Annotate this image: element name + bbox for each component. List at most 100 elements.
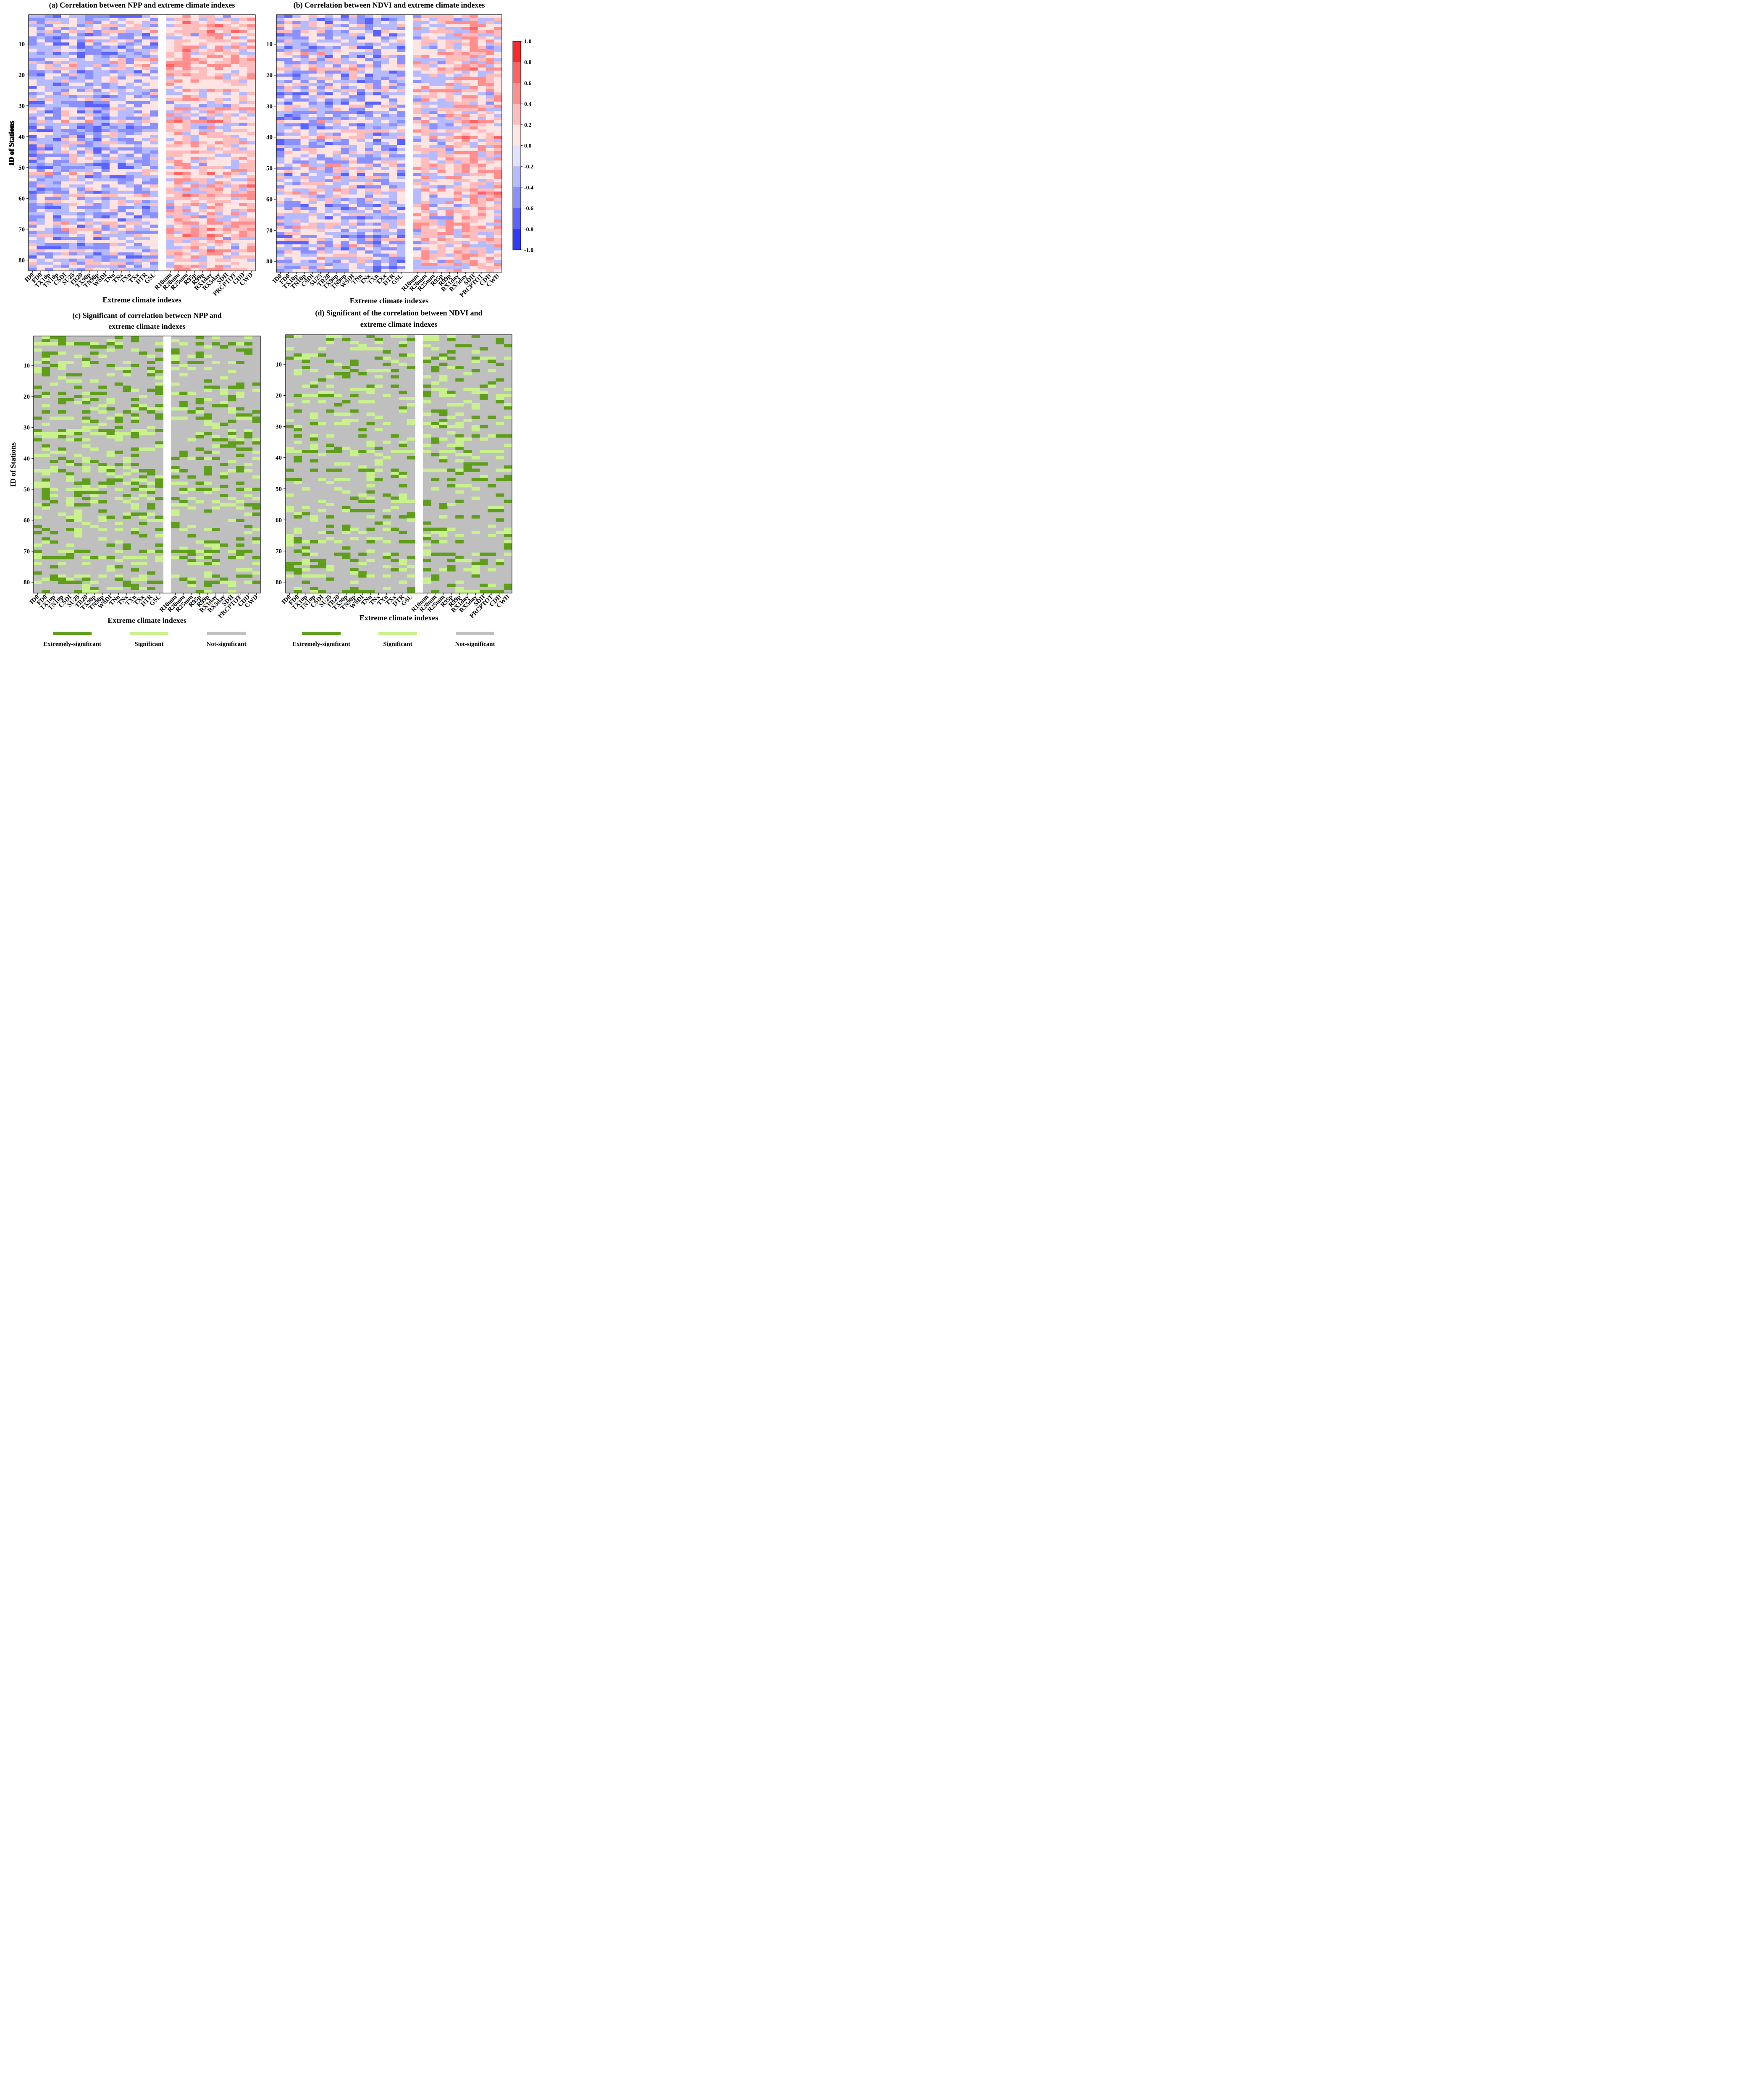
heatmap-cell [126, 110, 134, 114]
heatmap-cell [109, 234, 118, 237]
significant-cell [42, 357, 50, 361]
heatmap-cell [421, 250, 430, 254]
heatmap-cell [77, 163, 86, 166]
heatmap-cell [142, 194, 150, 197]
heatmap-cell [325, 166, 333, 170]
heatmap-cell [389, 257, 398, 260]
heatmap-cell [437, 222, 446, 226]
heatmap-cell [478, 235, 486, 239]
heatmap-cell [142, 110, 150, 114]
heatmap-cell [453, 173, 462, 176]
heatmap-cell [349, 110, 357, 114]
heatmap-cell [462, 204, 470, 207]
heatmap-cell [199, 190, 207, 194]
heatmap-cell [486, 92, 494, 96]
heatmap-cell [199, 92, 207, 95]
heatmap-cell [190, 215, 199, 219]
heatmap-cell [486, 123, 494, 127]
heatmap-cell [429, 33, 438, 37]
heatmap-cell [118, 190, 126, 194]
heatmap-cell [61, 86, 69, 89]
heatmap-cell [349, 15, 357, 18]
extremely-significant-cell [252, 416, 261, 420]
significant-cell [236, 416, 244, 420]
heatmap-cell [134, 129, 142, 132]
heatmap-cell [365, 80, 373, 83]
heatmap-cell [284, 108, 293, 111]
heatmap-cell [239, 70, 248, 74]
heatmap-cell [292, 210, 301, 214]
heatmap-cell [45, 141, 53, 145]
heatmap-cell [101, 36, 110, 40]
heatmap-cell [365, 39, 373, 43]
heatmap-cell [118, 24, 126, 27]
heatmap-cell [308, 80, 317, 83]
heatmap-cell [239, 21, 248, 24]
heatmap-cell [357, 235, 365, 239]
significant-cell [82, 444, 91, 448]
heatmap-cell [85, 104, 94, 108]
heatmap-cell [381, 226, 389, 229]
heatmap-cell [247, 73, 256, 77]
significant-cell [228, 459, 236, 463]
y-tick-label: 50 [266, 165, 273, 172]
heatmap-cell [85, 255, 94, 259]
heatmap-cell [142, 64, 150, 68]
heatmap-cell [325, 64, 333, 68]
heatmap-cell [45, 95, 53, 98]
heatmap-cell [199, 261, 207, 265]
heatmap-cell [215, 89, 223, 92]
heatmap-cell [292, 98, 301, 102]
heatmap-cell [333, 21, 341, 24]
heatmap-cell [316, 257, 325, 260]
heatmap-cell [93, 163, 102, 166]
heatmap-cell [325, 194, 333, 198]
heatmap-cell [276, 108, 285, 111]
heatmap-cell [308, 86, 317, 89]
heatmap-cell [69, 79, 78, 83]
heatmap-cell [45, 86, 53, 89]
heatmap-cell [190, 42, 199, 46]
heatmap-cell [284, 67, 293, 71]
heatmap-cell [174, 224, 183, 228]
heatmap-cell [223, 234, 231, 237]
heatmap-cell [325, 42, 333, 46]
heatmap-cell [413, 105, 422, 108]
heatmap-cell [316, 241, 325, 244]
heatmap-cell [93, 27, 102, 31]
heatmap-cell [276, 126, 285, 130]
heatmap-cell [413, 123, 422, 127]
heatmap-cell [101, 18, 110, 21]
heatmap-cell [325, 110, 333, 114]
heatmap-cell [77, 172, 86, 176]
heatmap-cell [486, 204, 494, 207]
heatmap-cell [239, 107, 248, 111]
heatmap-cell [397, 80, 406, 83]
heatmap-cell [231, 261, 239, 265]
heatmap-cell [166, 255, 175, 259]
heatmap-cell [93, 209, 102, 213]
heatmap-cell [308, 129, 317, 133]
heatmap-cell [325, 163, 333, 167]
heatmap-cell [349, 89, 357, 93]
extremely-significant-cell [171, 351, 180, 355]
heatmap-cell [437, 216, 446, 220]
heatmap-cell [150, 30, 158, 34]
heatmap-cell [199, 212, 207, 216]
heatmap-cell [174, 144, 183, 148]
heatmap-cell [150, 45, 158, 49]
extremely-significant-cell [204, 385, 212, 389]
heatmap-cell [284, 269, 293, 273]
extremely-significant-cell [155, 370, 163, 373]
heatmap-cell [373, 157, 381, 161]
heatmap-cell [413, 136, 422, 139]
heatmap-cell [373, 101, 381, 105]
heatmap-cell [308, 154, 317, 158]
heatmap-cell [276, 250, 285, 254]
heatmap-cell [61, 61, 69, 64]
heatmap-cell [341, 201, 349, 204]
heatmap-cell [215, 172, 223, 176]
extremely-significant-cell [236, 441, 244, 445]
heatmap-cell [134, 58, 142, 61]
heatmap-cell [292, 49, 301, 52]
